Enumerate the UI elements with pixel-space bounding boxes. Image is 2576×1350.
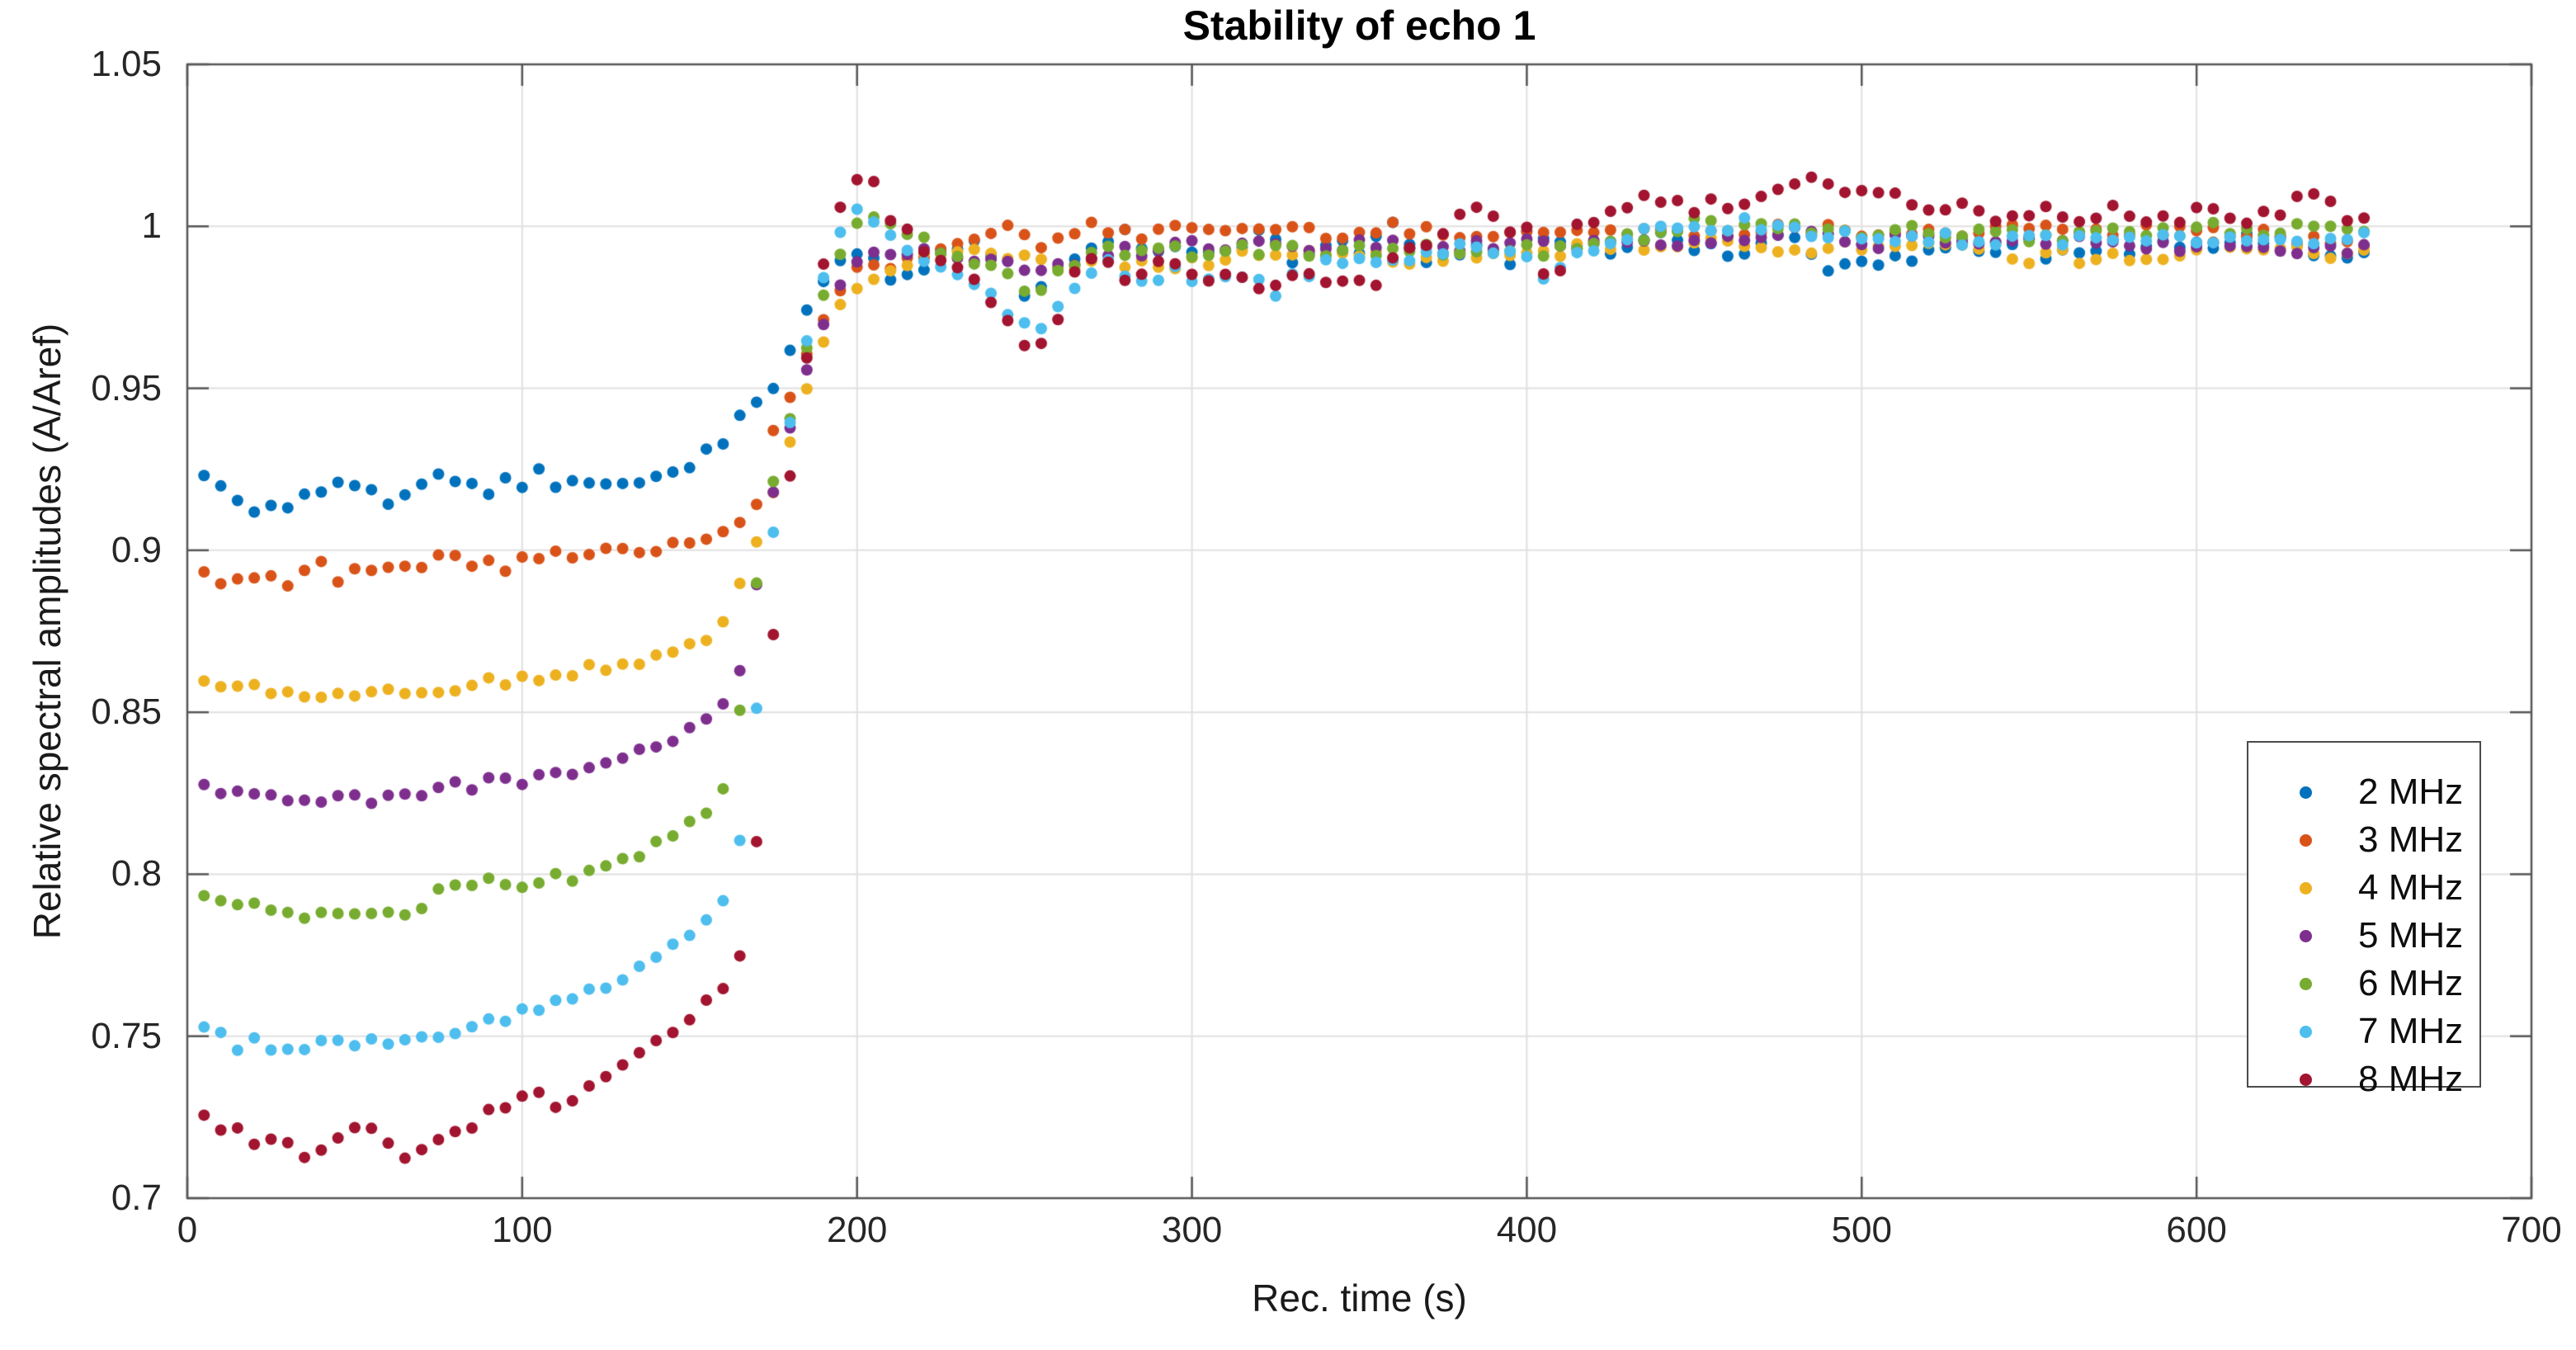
legend-item: 2 MHz xyxy=(2248,768,2479,816)
y-tick-label: 0.75 xyxy=(91,1015,162,1056)
legend-item-label: 2 MHz xyxy=(2358,772,2464,812)
legend-marker-icon xyxy=(2300,977,2312,990)
chart-title: Stability of echo 1 xyxy=(1182,2,1536,49)
legend-item-label: 6 MHz xyxy=(2358,963,2464,1003)
x-tick-label: 200 xyxy=(826,1210,888,1250)
legend-marker-icon xyxy=(2300,1025,2312,1038)
legend-marker-icon xyxy=(2300,881,2312,894)
x-tick-label: 0 xyxy=(177,1210,198,1250)
legend: 2 MHz 3 MHz 4 MHz 5 MHz 6 MHz 7 MHz 8 MHz xyxy=(2247,741,2481,1099)
x-tick-label: 300 xyxy=(1161,1210,1223,1250)
legend-item-label: 4 MHz xyxy=(2358,867,2464,908)
legend-item-label: 5 MHz xyxy=(2358,915,2464,956)
x-tick-label: 400 xyxy=(1496,1210,1558,1250)
y-tick-label: 0.7 xyxy=(111,1178,162,1218)
x-axis-label: Rec. time (s) xyxy=(1252,1277,1467,1319)
y-tick-label: 0.85 xyxy=(91,692,162,733)
legend-item: 6 MHz xyxy=(2248,960,2479,1008)
legend-item: 5 MHz xyxy=(2248,912,2479,960)
x-tick-label: 500 xyxy=(1831,1210,1892,1250)
legend-item: 4 MHz xyxy=(2248,864,2479,912)
x-tick-label: 600 xyxy=(2166,1210,2227,1250)
x-tick-label: 100 xyxy=(492,1210,553,1250)
legend-item: 3 MHz xyxy=(2248,816,2479,864)
legend-marker-icon xyxy=(2300,929,2312,942)
legend-item-label: 7 MHz xyxy=(2358,1011,2464,1051)
y-tick-label: 0.95 xyxy=(91,367,162,408)
legend-item: 7 MHz xyxy=(2248,1008,2479,1055)
legend-item-label: 3 MHz xyxy=(2358,819,2464,860)
y-tick-label: 0.8 xyxy=(111,853,162,894)
legend-marker-icon xyxy=(2300,1073,2312,1086)
legend-item-label: 8 MHz xyxy=(2358,1059,2464,1099)
legend-item: 8 MHz xyxy=(2248,1055,2479,1103)
x-tick-label: 700 xyxy=(2501,1210,2562,1250)
y-tick-label: 0.9 xyxy=(111,529,162,570)
y-tick-label: 1 xyxy=(141,205,162,247)
legend-marker-icon xyxy=(2300,786,2312,799)
y-tick-label: 1.05 xyxy=(91,44,162,84)
legend-marker-icon xyxy=(2300,833,2312,847)
